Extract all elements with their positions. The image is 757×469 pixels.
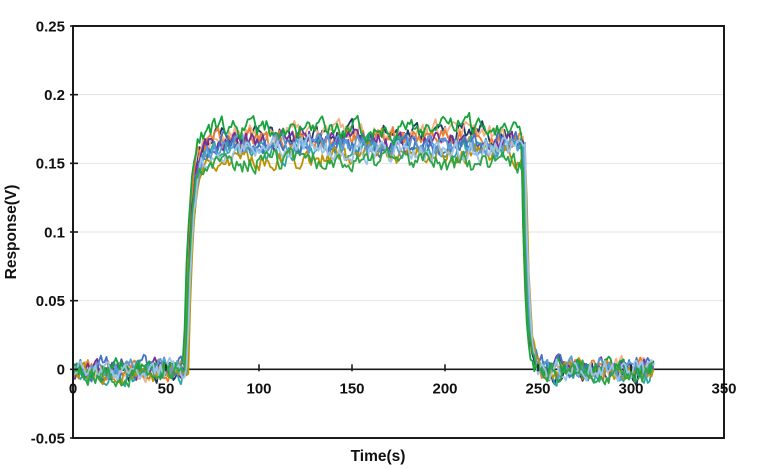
y-tick-label: 0.05 (36, 293, 65, 310)
y-tick-label: 0.1 (44, 224, 65, 241)
x-tick-label: 0 (69, 380, 77, 397)
x-tick-label: 300 (618, 380, 643, 397)
x-tick-label: 150 (339, 380, 364, 397)
x-tick-label: 250 (525, 380, 550, 397)
x-axis-title: Time(s) (351, 448, 406, 465)
y-tick-label: 0.25 (36, 18, 65, 35)
trace-gold (72, 141, 655, 387)
x-tick-label: 50 (158, 380, 175, 397)
trace-purple (72, 127, 655, 382)
x-tick-label: 200 (432, 380, 457, 397)
y-tick-label: 0.15 (36, 156, 65, 173)
trace-steel-blue (72, 132, 655, 382)
trace-orange (72, 126, 655, 383)
x-tick-label: 350 (711, 380, 736, 397)
y-tick-label: 0.2 (44, 87, 65, 104)
trace-royal-blue (72, 128, 655, 383)
x-tick-label: 100 (246, 380, 271, 397)
trace-teal (72, 132, 655, 388)
trace-green-2 (72, 146, 655, 388)
y-tick-label: 0 (57, 362, 65, 379)
trace-light-blue (72, 133, 655, 383)
y-tick-label: -0.05 (31, 430, 65, 447)
y-axis-title: Response(V) (3, 185, 20, 280)
